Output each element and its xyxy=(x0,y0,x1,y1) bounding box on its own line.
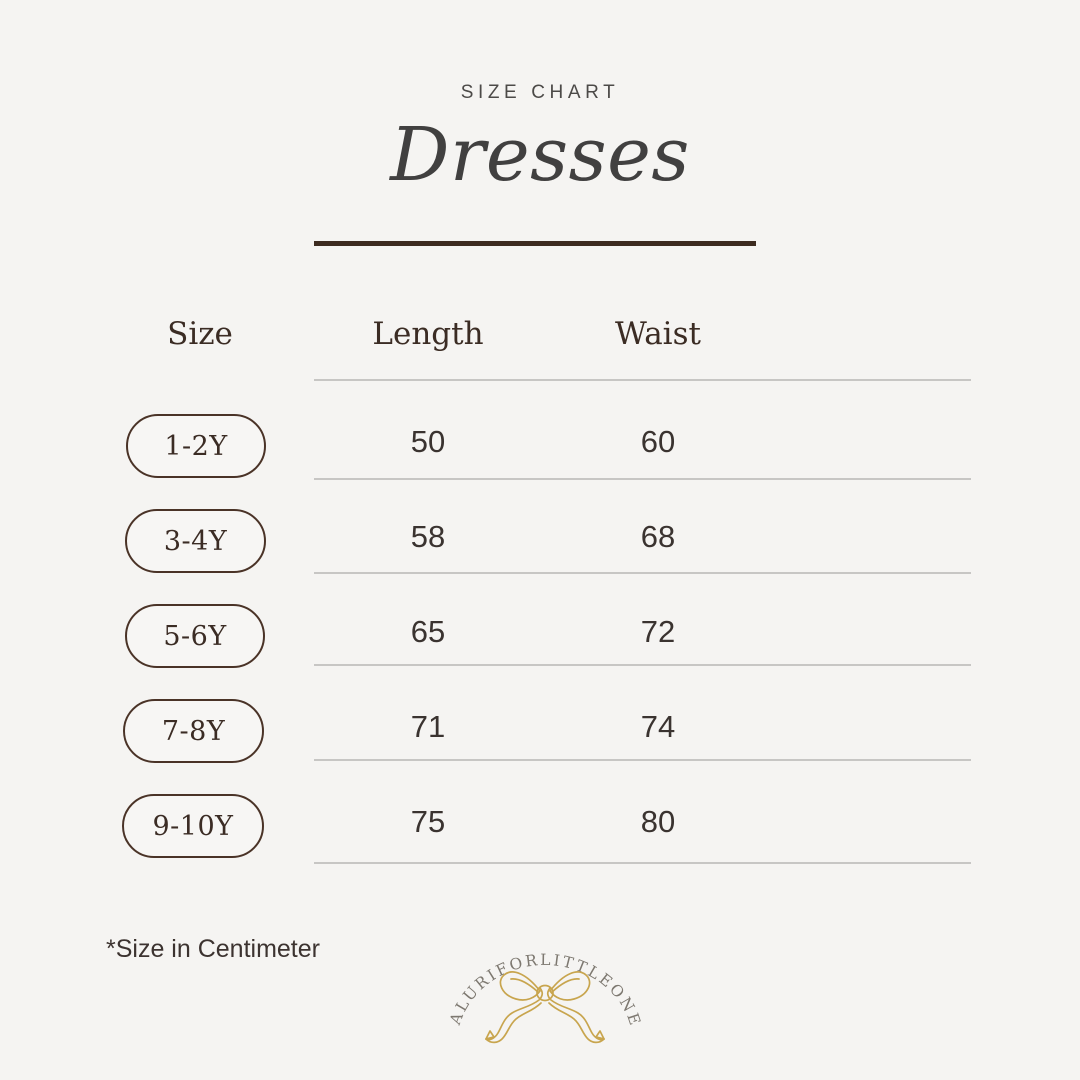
brand-logo-textpath: NALURIFORLITTLEONES xyxy=(440,925,642,1030)
size-pill[interactable]: 3-4Y xyxy=(125,509,266,573)
size-pill[interactable]: 7-8Y xyxy=(123,699,264,763)
table-divider xyxy=(314,478,971,480)
column-header-size: Size xyxy=(167,316,233,352)
column-header-length: Length xyxy=(372,316,484,352)
table-divider xyxy=(314,379,971,381)
table-cell-waist: 68 xyxy=(640,519,676,554)
bow-icon xyxy=(485,971,605,1044)
size-pill[interactable]: 5-6Y xyxy=(125,604,265,668)
table-divider xyxy=(314,572,971,574)
footnote-size-unit: *Size in Centimeter xyxy=(106,935,320,963)
table-cell-waist: 80 xyxy=(640,804,676,839)
brand-logo: NALURIFORLITTLEONES xyxy=(440,925,650,1050)
table-cell-length: 75 xyxy=(410,804,446,839)
table-cell-waist: 60 xyxy=(640,424,676,459)
column-header-waist: Waist xyxy=(615,316,701,352)
size-pill[interactable]: 1-2Y xyxy=(126,414,266,478)
table-divider xyxy=(314,759,971,761)
table-divider xyxy=(314,862,971,864)
table-cell-length: 71 xyxy=(410,709,446,744)
page-title: Dresses xyxy=(390,112,690,198)
table-cell-length: 58 xyxy=(410,519,446,554)
brand-logo-text: NALURIFORLITTLEONES xyxy=(440,925,645,1030)
table-cell-length: 65 xyxy=(410,614,446,649)
table-cell-length: 50 xyxy=(410,424,446,459)
table-cell-waist: 74 xyxy=(640,709,676,744)
table-divider xyxy=(314,664,971,666)
table-cell-waist: 72 xyxy=(640,614,676,649)
size-pill[interactable]: 9-10Y xyxy=(122,794,264,858)
eyebrow-label: SIZE CHART xyxy=(460,82,620,103)
title-divider xyxy=(314,241,756,246)
